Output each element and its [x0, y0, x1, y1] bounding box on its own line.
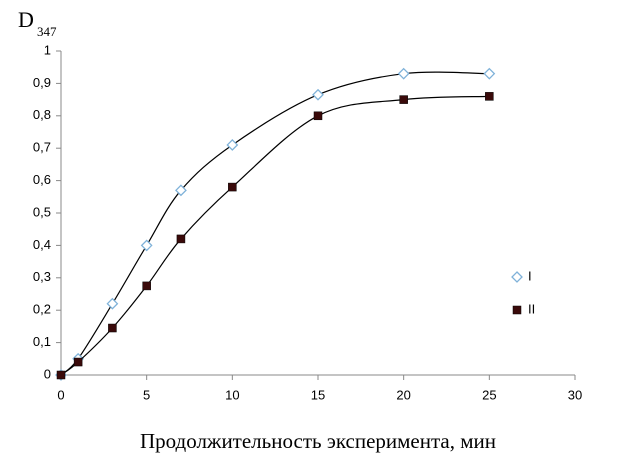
trend-line	[60, 95, 490, 376]
data-point	[399, 95, 408, 104]
y-tick-label: 0	[44, 366, 51, 381]
y-tick-label: 0,8	[33, 107, 51, 122]
y-tick-label: 0,5	[33, 204, 51, 219]
y-tick-label: 0,6	[33, 172, 51, 187]
legend-marker	[512, 305, 522, 315]
legend-marker	[511, 271, 523, 283]
legend-label: I	[528, 268, 532, 283]
data-point	[397, 67, 410, 80]
legend-label: II	[528, 301, 535, 316]
x-tick-label: 10	[225, 387, 239, 402]
y-tick-label: 0,1	[33, 334, 51, 349]
x-tick-label: 15	[311, 387, 325, 402]
data-point	[73, 357, 83, 367]
x-tick-label: 20	[396, 387, 410, 402]
y-tick-label: 0,9	[33, 75, 51, 90]
y-tick-label: 0,7	[33, 140, 51, 155]
y-axis-label-subscript: 347	[37, 24, 57, 39]
y-tick-label: 0,3	[33, 269, 51, 284]
data-point	[56, 370, 66, 380]
data-point	[228, 182, 237, 192]
data-point	[485, 92, 494, 101]
trend-line	[60, 71, 490, 376]
data-point	[312, 88, 324, 101]
data-point	[313, 111, 323, 121]
data-point	[483, 67, 496, 80]
data-point	[142, 281, 151, 291]
data-point	[140, 239, 153, 252]
y-tick-label: 0,4	[33, 237, 51, 252]
data-point	[106, 297, 119, 310]
y-tick-label: 0,2	[33, 302, 51, 317]
x-tick-label: 30	[568, 387, 582, 402]
x-tick-label: 5	[143, 387, 150, 402]
data-point	[176, 234, 186, 244]
data-point	[175, 184, 187, 197]
y-tick-label: 1	[44, 42, 51, 57]
x-tick-label: 25	[482, 387, 496, 402]
data-point	[226, 139, 239, 151]
data-point	[108, 323, 117, 333]
x-axis-label: Продолжительность эксперимента, мин	[140, 429, 496, 453]
x-tick-label: 0	[57, 387, 64, 402]
y-axis-label: D	[18, 7, 34, 32]
